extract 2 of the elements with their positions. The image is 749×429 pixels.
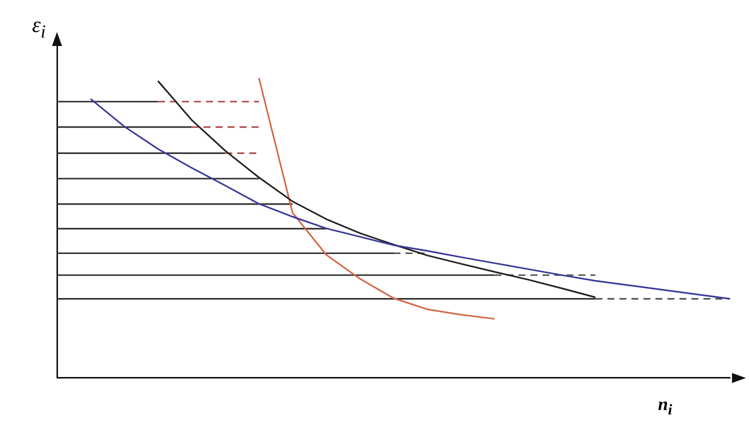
y-axis-title: ε$_{i}$ [32,12,46,42]
x-axis-title: n$_{i}$ [658,394,672,420]
